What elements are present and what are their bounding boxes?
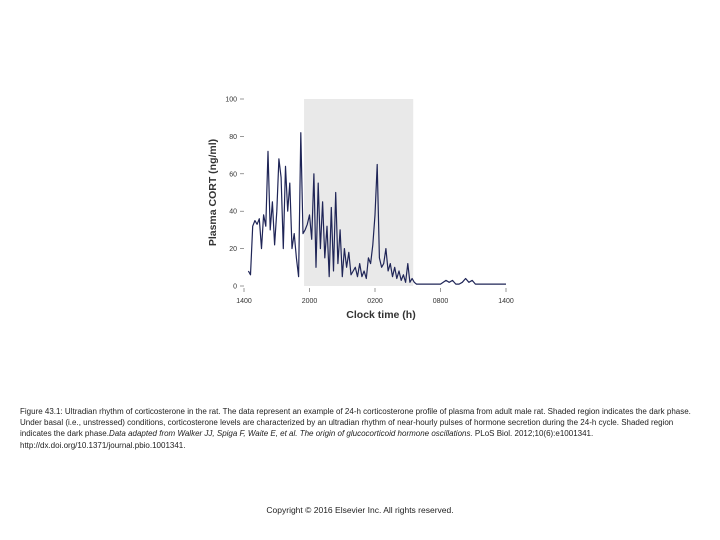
y-tick-label: 100 [225,97,237,104]
cort-series-line [247,132,506,285]
y-axis-title: Plasma CORT (ng/ml) [207,139,219,246]
y-tick-label: 80 [229,134,237,141]
y-tick-label: 0 [233,284,237,291]
x-axis: 1400 2000 0200 0800 1400 [236,288,514,305]
y-tick-label: 20 [229,246,237,253]
figure-caption: Figure 43.1: Ultradian rhythm of cortico… [20,406,698,451]
caption-label: Figure 43.1: [20,407,63,416]
caption-source-plain: PLoS Biol. 2012;10(6):e1001341. http://d… [20,429,594,450]
caption-body: Ultradian rhythm of corticosterone in th… [20,407,691,439]
copyright-notice: Copyright © 2016 Elsevier Inc. All right… [266,505,454,515]
x-tick-label: 2000 [302,298,318,305]
y-tick-label: 60 [229,171,237,178]
cort-chart: 0 20 40 60 80 100 1400 2000 0200 0800 1400 Plasma… [207,97,514,322]
x-tick-label: 0200 [367,298,383,305]
x-tick-label: 1400 [498,298,514,305]
x-tick-label: 0800 [433,298,449,305]
y-axis: 0 20 40 60 80 100 [225,97,244,291]
x-axis-title: Clock time (h) [346,309,415,321]
dark-phase-shading [304,99,414,286]
caption-source-italic: Data adapted from Walker JJ, Spiga F, Wa… [108,429,473,439]
plot-area: 0 20 40 60 80 100 1400 2000 0200 0800 1400 [225,97,514,306]
y-tick-label: 40 [229,209,237,216]
x-tick-label: 1400 [236,298,252,305]
